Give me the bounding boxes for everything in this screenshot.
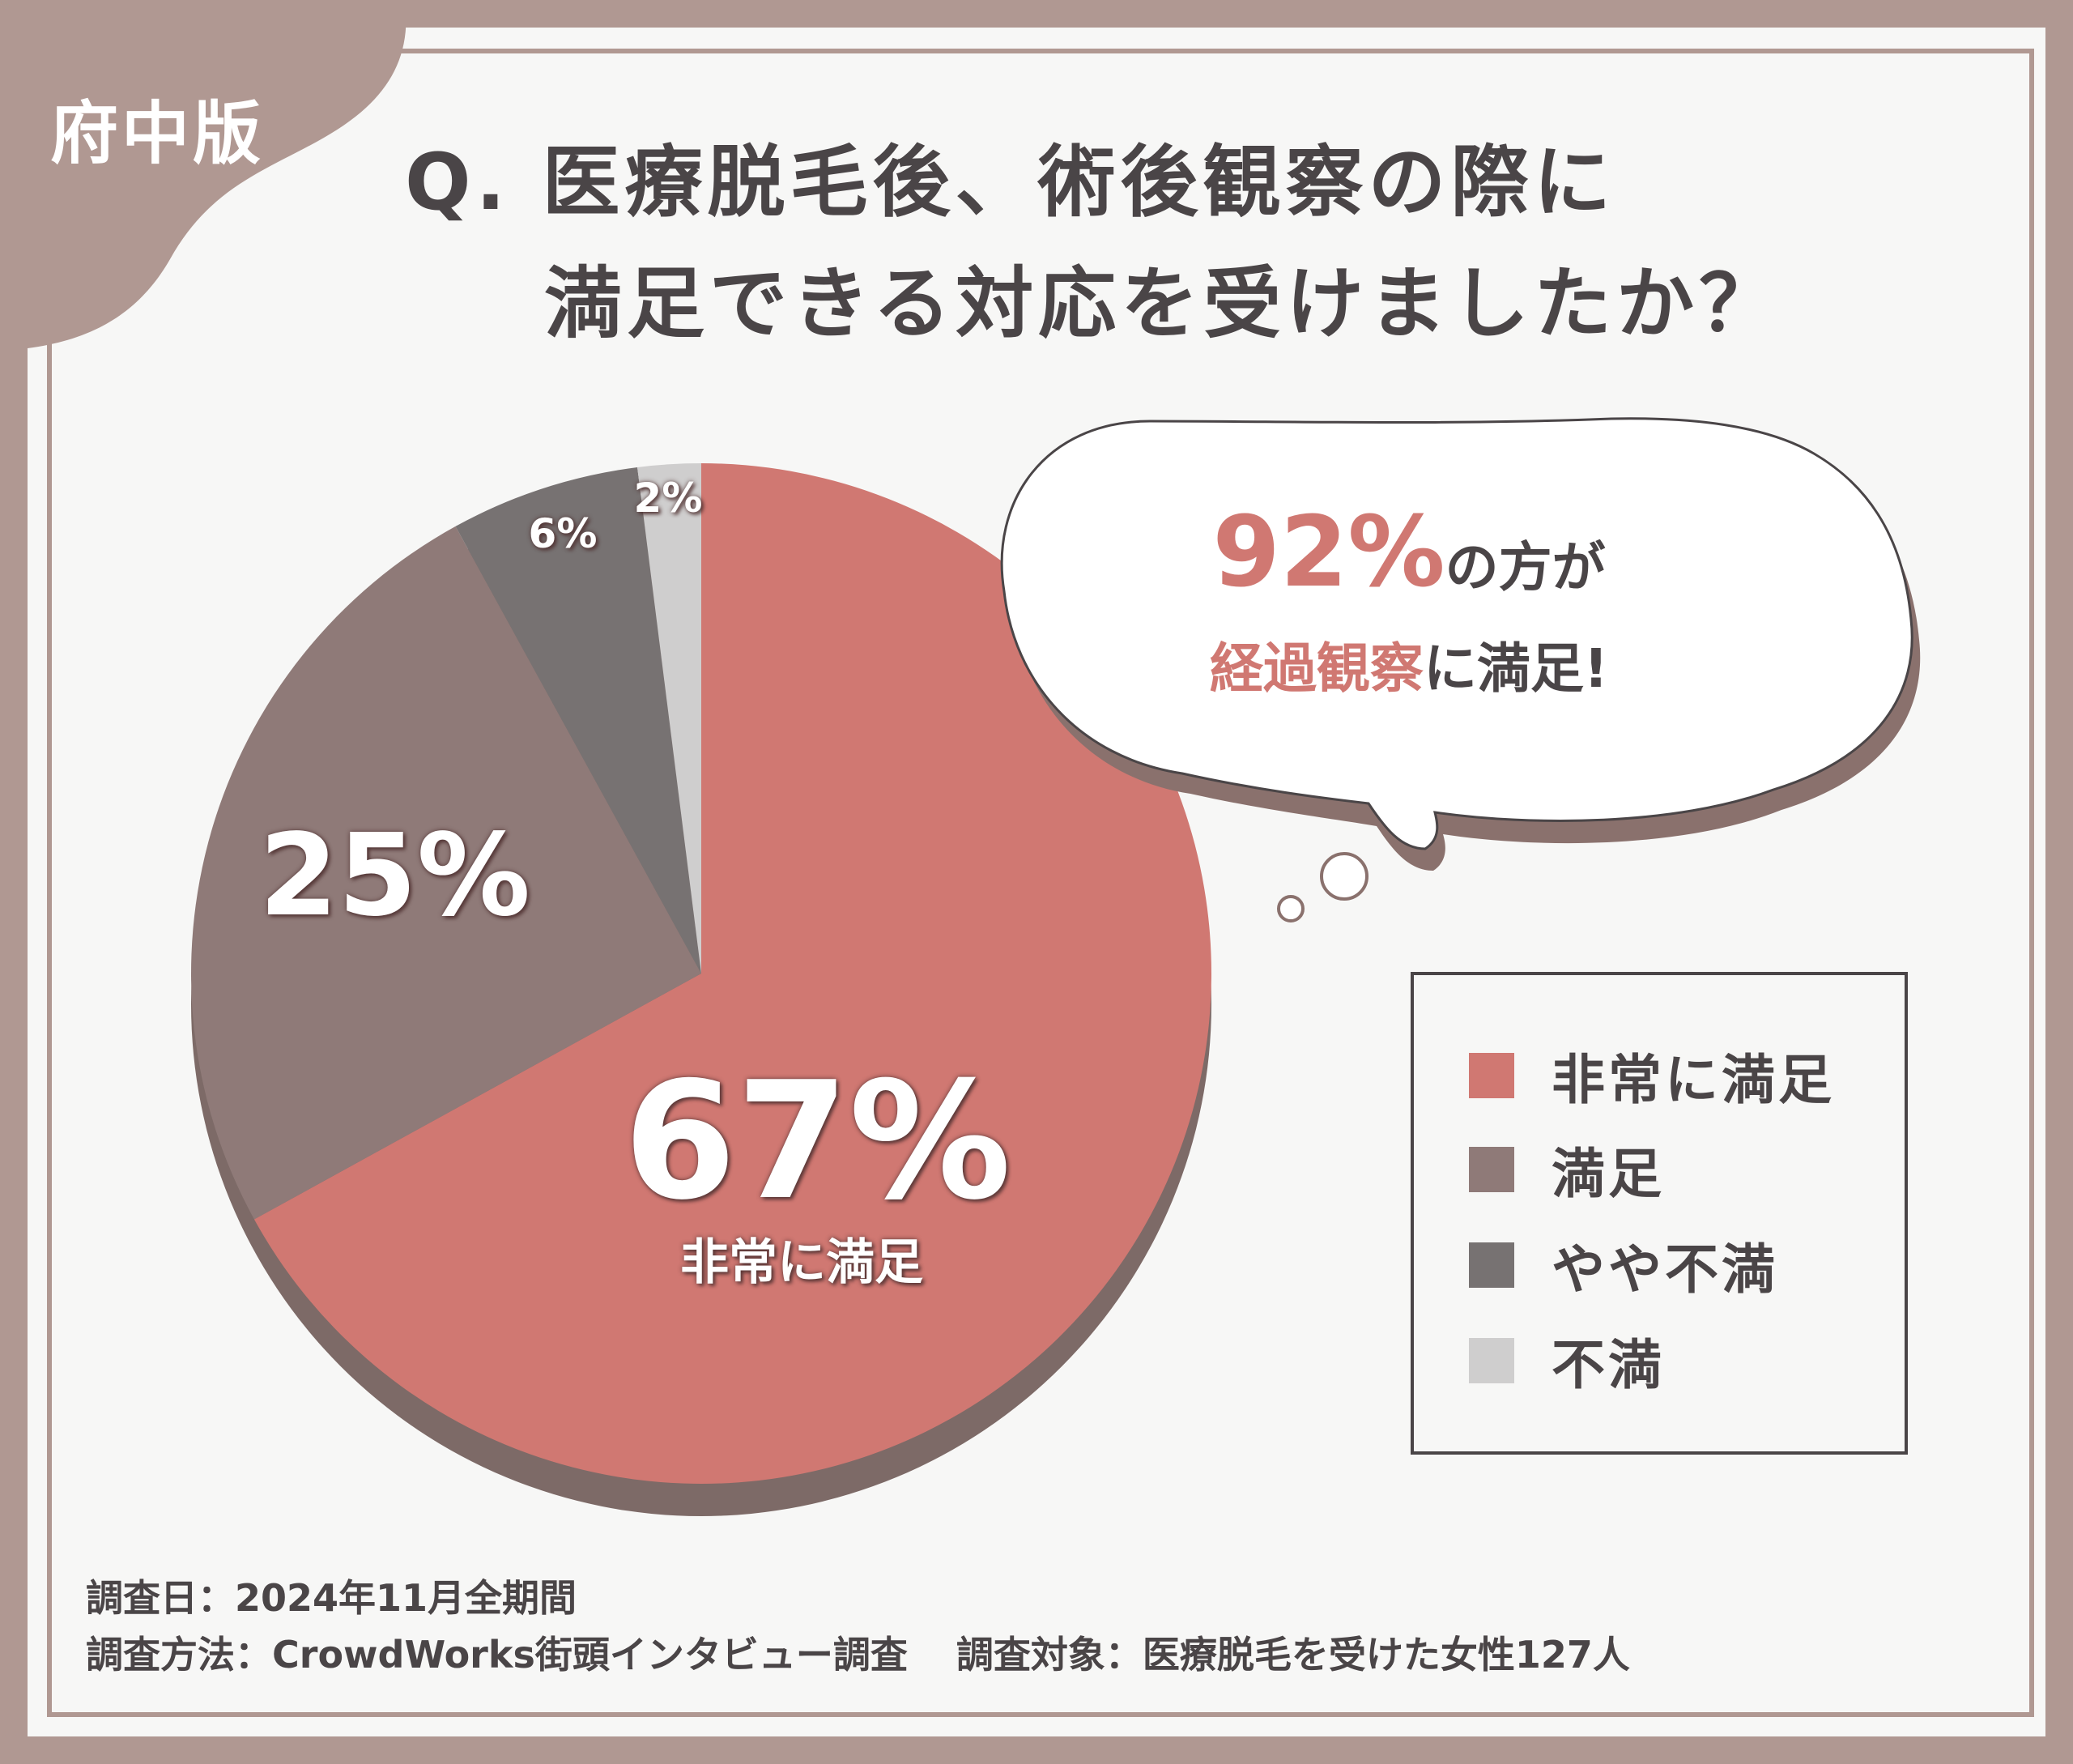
bubble-text-2: に満足!	[1423, 637, 1609, 700]
legend-label: 不満	[1552, 1334, 1665, 1396]
legend-swatch	[1469, 1338, 1514, 1383]
legend-swatch	[1469, 1242, 1514, 1288]
bubble-body	[1000, 417, 1913, 850]
pie-slice-somewhat-dissatisfied	[455, 467, 701, 974]
legend-item-very-satisfied: 非常に満足	[1469, 1043, 1835, 1111]
survey-target: 調査対象：医療脱毛を受けた女性127人	[956, 1633, 1630, 1677]
legend-item-satisfied: 満足	[1469, 1137, 1665, 1205]
slice-label-dissatisfied: 2%	[633, 475, 703, 522]
bubble-percent: 92%	[1212, 496, 1445, 609]
title-line-2: 満足できる対応を受けましたか？	[544, 258, 1782, 349]
legend-item-dissatisfied: 不満	[1469, 1328, 1665, 1396]
region-tag-shape	[0, 0, 407, 350]
title-line-1: Q. 医療脱毛後、術後観察の際に	[405, 137, 1616, 228]
survey-method: 調査方法：CrowdWorks街頭インタビュー調査	[86, 1633, 908, 1677]
inner-frame	[47, 49, 2034, 1717]
legend: 非常に満足 満足 やや不満 不満	[1411, 972, 1908, 1455]
pie-slice-very-satisfied	[253, 463, 1212, 1485]
legend-label: 満足	[1552, 1143, 1665, 1205]
survey-footer: 調査日：2024年11月全期間 調査方法：CrowdWorks街頭インタビュー調…	[86, 1570, 1630, 1683]
region-tag: 府中版	[50, 94, 265, 173]
survey-date: 調査日：2024年11月全期間	[86, 1576, 577, 1620]
slice-sublabel-very-satisfied: 非常に満足	[680, 1234, 923, 1291]
thought-dot-small	[1277, 895, 1305, 922]
thought-dot-large	[1320, 852, 1369, 901]
page-title: Q. 医療脱毛後、術後観察の際に 満足できる対応を受けましたか？	[405, 121, 1992, 364]
slice-label-very-satisfied: 67%	[624, 1047, 1011, 1236]
legend-label: 非常に満足	[1552, 1049, 1835, 1111]
pie-slice-satisfied	[191, 526, 702, 1220]
bubble-message: 92%の方が 経過観察に満足!	[1045, 501, 1773, 718]
legend-swatch	[1469, 1053, 1514, 1098]
pie-slice-dissatisfied	[637, 463, 701, 974]
bubble-highlight: 経過観察	[1209, 637, 1424, 700]
legend-swatch	[1469, 1147, 1514, 1192]
legend-item-somewhat-dissatisfied: やや不満	[1469, 1233, 1778, 1301]
legend-label: やや不満	[1552, 1238, 1778, 1301]
bubble-text-1: の方が	[1445, 536, 1606, 599]
slice-label-satisfied: 25%	[259, 810, 531, 942]
slice-label-somewhat-dissatisfied: 6%	[528, 510, 598, 557]
